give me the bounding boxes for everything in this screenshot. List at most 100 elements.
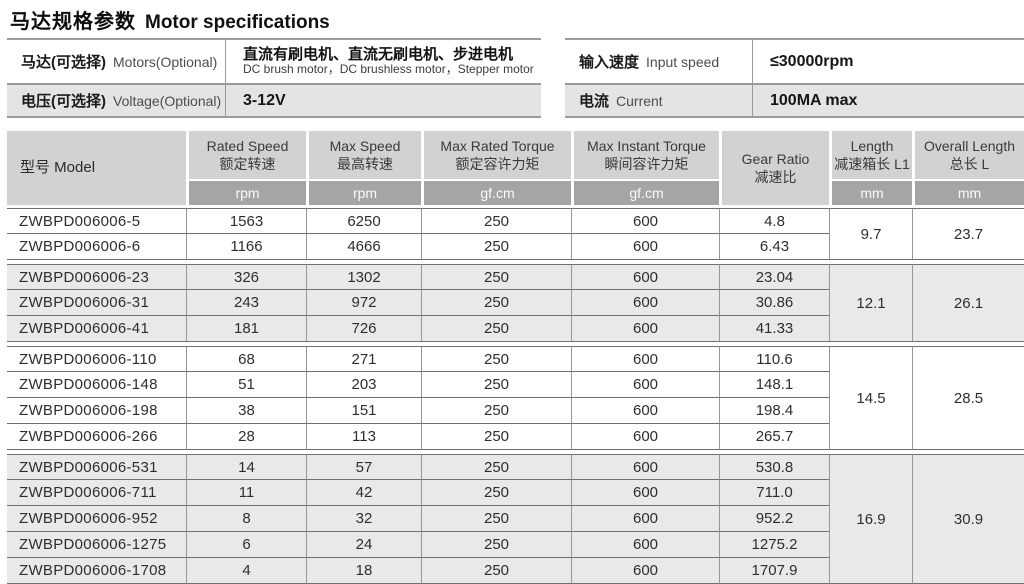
page-title-en: Motor specifications — [145, 12, 330, 33]
max-rated-torque-cell: 250 — [421, 454, 571, 480]
max-speed-cell: 151 — [306, 398, 421, 424]
max-rated-torque-cell: 250 — [421, 424, 571, 450]
overall-length-cell: 30.9 — [912, 454, 1024, 584]
max-instant-torque-cell: 600 — [571, 454, 719, 480]
max-speed-cell: 271 — [306, 346, 421, 372]
motor-voltage-table: 马达(可选择) Motors(Optional) 直流有刷电机、直流无刷电机、步… — [7, 38, 541, 118]
voltage-label: 电压(可选择) Voltage(Optional) — [7, 85, 225, 116]
model-cell: ZWBPD006006-6 — [7, 234, 186, 260]
max-instant-torque-cell: 600 — [571, 558, 719, 584]
max-speed-cell: 18 — [306, 558, 421, 584]
page-title: 马达规格参数 Motor specifications — [0, 0, 1024, 38]
column-header-en: Max Speed — [329, 137, 401, 154]
gear-ratio-cell: 198.4 — [719, 398, 829, 424]
max-instant-torque-cell: 600 — [571, 480, 719, 506]
column-unit-max-rated-torque: gf.cm — [421, 181, 571, 208]
rated-speed-cell: 28 — [186, 424, 306, 450]
column-unit-overall-length: mm — [912, 181, 1024, 208]
max-speed-cell: 24 — [306, 532, 421, 558]
gear-ratio-cell: 1707.9 — [719, 558, 829, 584]
gear-ratio-cell: 41.33 — [719, 316, 829, 342]
max-rated-torque-cell: 250 — [421, 346, 571, 372]
length-l1-cell: 9.7 — [829, 208, 912, 260]
max-speed-cell: 1302 — [306, 264, 421, 290]
column-header-rated-speed: Rated Speed 额定转速 — [186, 131, 306, 181]
motors-value: 直流有刷电机、直流无刷电机、步进电机 DC brush motor，DC bru… — [225, 40, 541, 83]
max-instant-torque-cell: 600 — [571, 208, 719, 234]
max-instant-torque-cell: 600 — [571, 372, 719, 398]
max-speed-cell: 203 — [306, 372, 421, 398]
gear-ratio-cell: 23.04 — [719, 264, 829, 290]
max-speed-cell: 4666 — [306, 234, 421, 260]
voltage-row: 电压(可选择) Voltage(Optional) 3-12V — [7, 85, 541, 118]
max-rated-torque-cell: 250 — [421, 532, 571, 558]
length-l1-cell: 16.9 — [829, 454, 912, 584]
input-speed-value-text: ≤30000rpm — [770, 52, 854, 70]
column-header-zh: 额定容许力矩 — [455, 156, 540, 172]
max-rated-torque-cell: 250 — [421, 208, 571, 234]
gear-ratio-cell: 30.86 — [719, 290, 829, 316]
motors-label-en: Motors(Optional) — [113, 53, 218, 70]
model-cell: ZWBPD006006-266 — [7, 424, 186, 450]
model-cell: ZWBPD006006-711 — [7, 480, 186, 506]
column-header-zh: 额定转速 — [219, 156, 276, 172]
column-header-gear-ratio: Gear Ratio 减速比 — [719, 131, 829, 208]
max-rated-torque-cell: 250 — [421, 398, 571, 424]
column-header-max-instant-torque: Max Instant Torque 瞬间容许力矩 — [571, 131, 719, 181]
current-value-text: 100MA max — [770, 91, 858, 109]
length-l1-cell: 14.5 — [829, 346, 912, 450]
max-rated-torque-cell: 250 — [421, 480, 571, 506]
motors-value-en: DC brush motor，DC brushless motor，Steppe… — [243, 62, 534, 77]
column-header-max-rated-torque: Max Rated Torque 额定容许力矩 — [421, 131, 571, 181]
max-rated-torque-cell: 250 — [421, 506, 571, 532]
max-rated-torque-cell: 250 — [421, 558, 571, 584]
voltage-value-text: 3-12V — [243, 91, 286, 109]
rated-speed-cell: 1563 — [186, 208, 306, 234]
gear-ratio-cell: 148.1 — [719, 372, 829, 398]
max-instant-torque-cell: 600 — [571, 234, 719, 260]
max-speed-cell: 972 — [306, 290, 421, 316]
motors-row: 马达(可选择) Motors(Optional) 直流有刷电机、直流无刷电机、步… — [7, 40, 541, 85]
model-cell: ZWBPD006006-31 — [7, 290, 186, 316]
model-cell: ZWBPD006006-41 — [7, 316, 186, 342]
max-speed-cell: 726 — [306, 316, 421, 342]
column-header-en: Overall Length — [923, 137, 1016, 154]
model-cell: ZWBPD006006-148 — [7, 372, 186, 398]
motors-label: 马达(可选择) Motors(Optional) — [7, 40, 225, 83]
column-header-zh: 减速比 — [754, 169, 797, 185]
column-header-max-speed: Max Speed 最高转速 — [306, 131, 421, 181]
overall-length-cell: 23.7 — [912, 208, 1024, 260]
rated-speed-cell: 4 — [186, 558, 306, 584]
column-unit-max-instant-torque: gf.cm — [571, 181, 719, 208]
column-header-en: Max Rated Torque — [440, 137, 555, 154]
rated-speed-cell: 38 — [186, 398, 306, 424]
voltage-label-zh: 电压(可选择) — [21, 93, 106, 110]
gear-ratio-cell: 530.8 — [719, 454, 829, 480]
rated-speed-cell: 181 — [186, 316, 306, 342]
max-rated-torque-cell: 250 — [421, 316, 571, 342]
max-speed-cell: 113 — [306, 424, 421, 450]
rated-speed-cell: 68 — [186, 346, 306, 372]
top-spec-tables: 马达(可选择) Motors(Optional) 直流有刷电机、直流无刷电机、步… — [7, 38, 1024, 118]
current-row: 电流 Current 100MA max — [565, 85, 1024, 118]
rated-speed-cell: 1166 — [186, 234, 306, 260]
input-speed-label-en: Input speed — [646, 53, 720, 70]
rated-speed-cell: 11 — [186, 480, 306, 506]
max-rated-torque-cell: 250 — [421, 290, 571, 316]
rated-speed-cell: 6 — [186, 532, 306, 558]
gear-ratio-cell: 952.2 — [719, 506, 829, 532]
rated-speed-cell: 8 — [186, 506, 306, 532]
model-cell: ZWBPD006006-952 — [7, 506, 186, 532]
input-speed-value: ≤30000rpm — [752, 40, 1024, 83]
column-unit-length: mm — [829, 181, 912, 208]
input-speed-row: 输入速度 Input speed ≤30000rpm — [565, 40, 1024, 85]
column-header-en: Rated Speed — [206, 137, 289, 154]
model-cell: ZWBPD006006-110 — [7, 346, 186, 372]
gear-ratio-cell: 6.43 — [719, 234, 829, 260]
overall-length-cell: 26.1 — [912, 264, 1024, 342]
input-current-table: 输入速度 Input speed ≤30000rpm 电流 Current 10… — [565, 38, 1024, 118]
gear-ratio-cell: 711.0 — [719, 480, 829, 506]
column-header-en: Gear Ratio — [741, 150, 810, 167]
model-cell: ZWBPD006006-1275 — [7, 532, 186, 558]
